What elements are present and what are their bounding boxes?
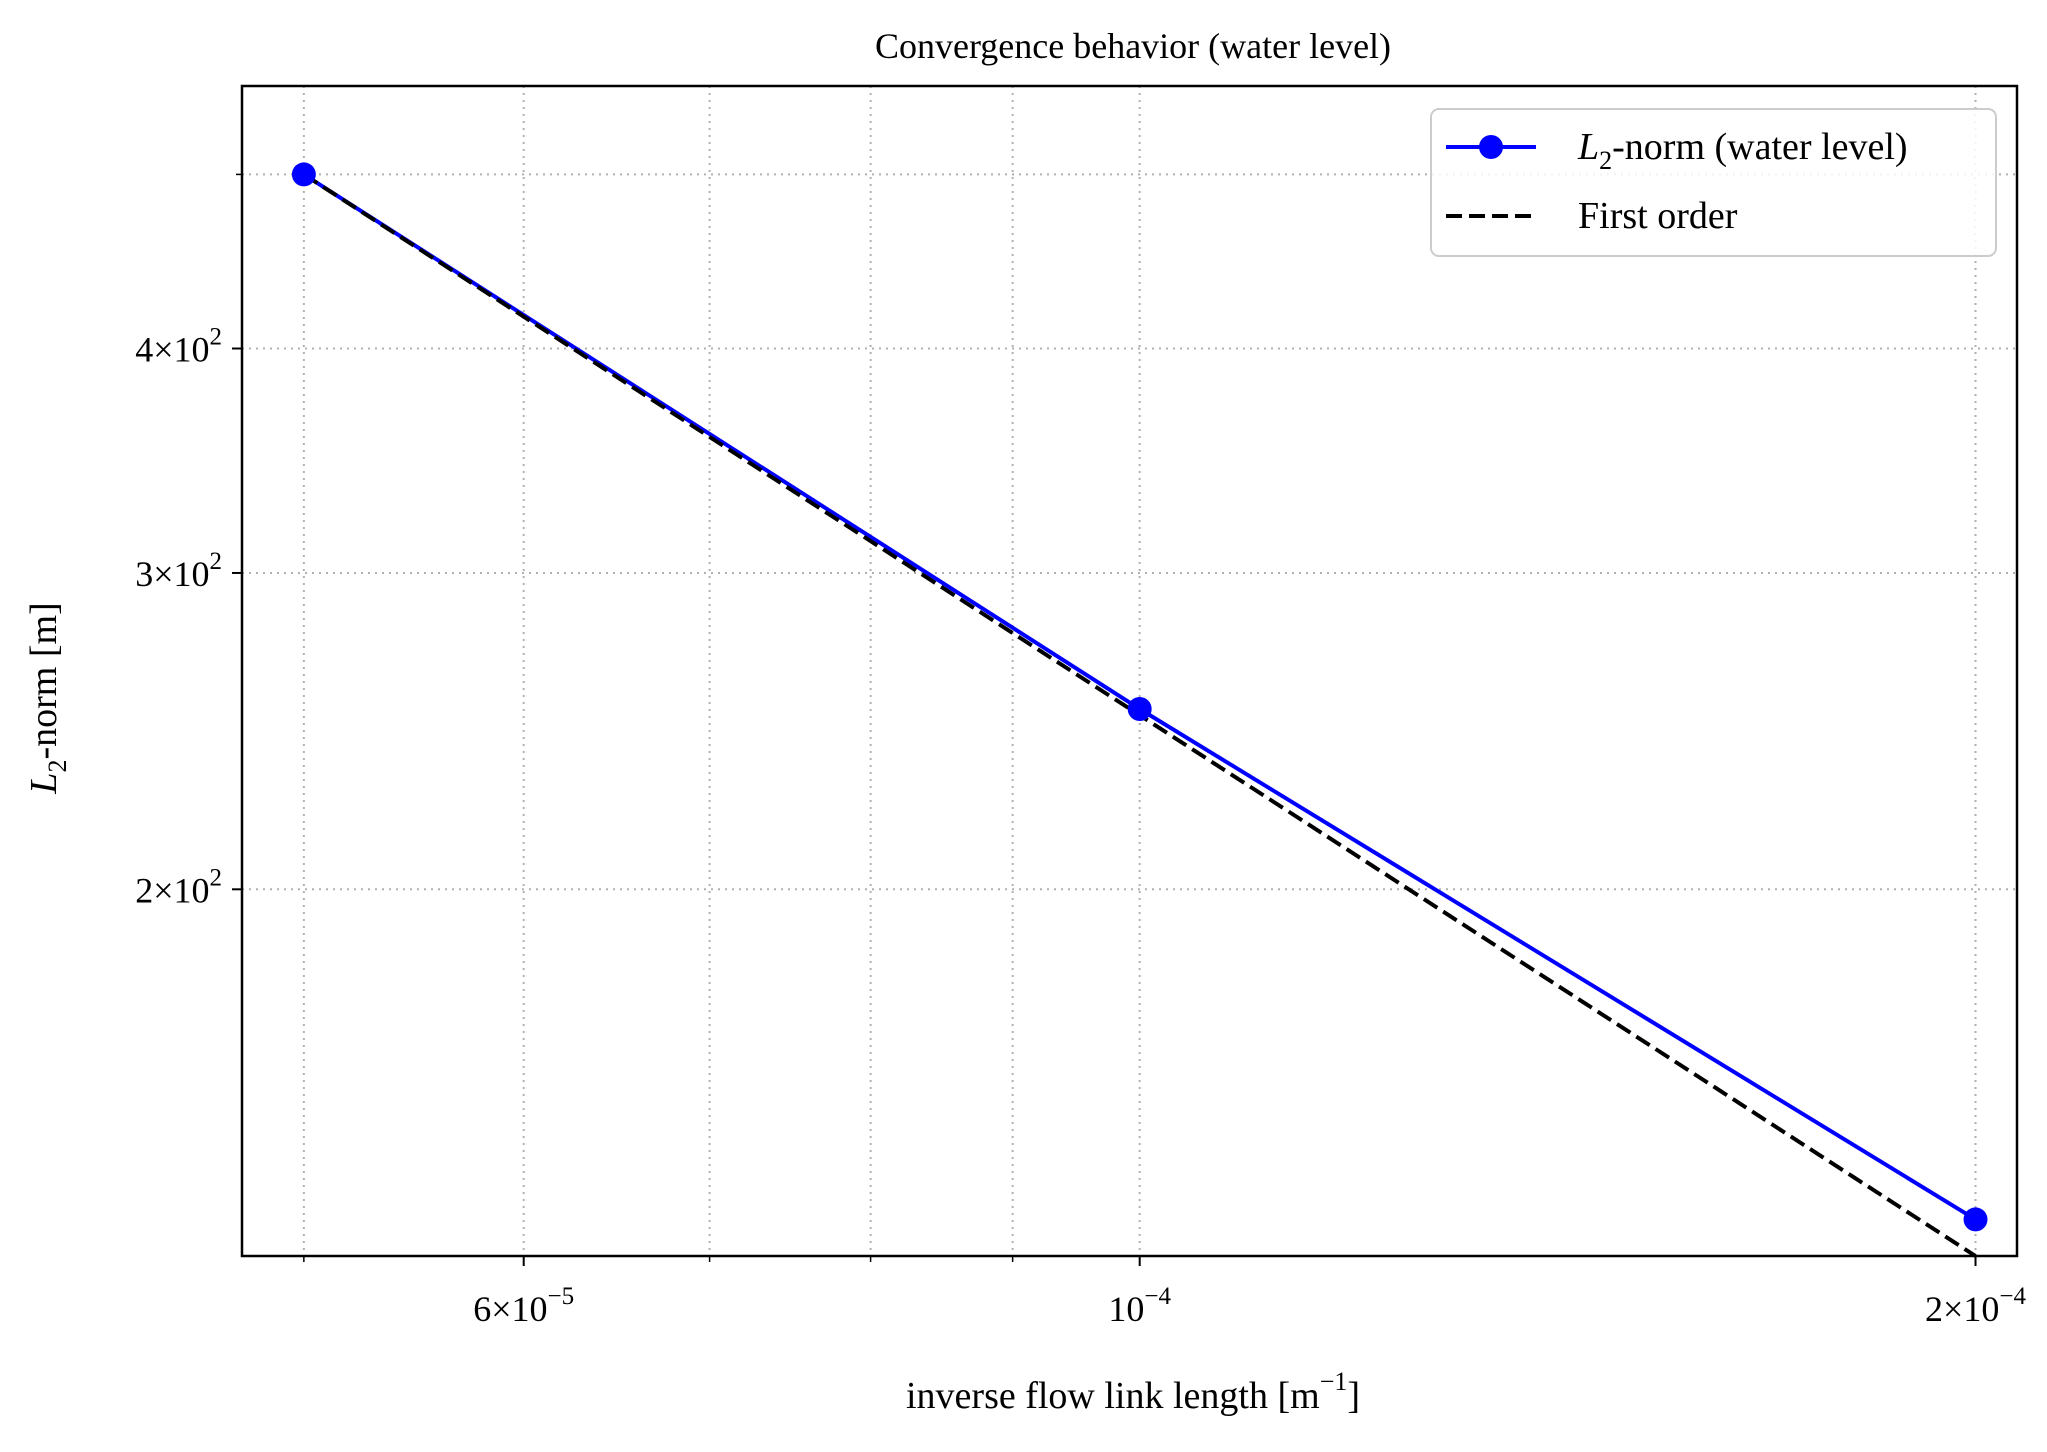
legend-label-l2-rest: -norm (water level) [1612, 126, 1907, 168]
series-marker-0 [1127, 696, 1152, 721]
x-axis-label-exponent: −1 [1320, 1367, 1348, 1396]
y-axis-label-italic: L [23, 773, 65, 795]
y-tick-label: 2×102 [135, 864, 222, 910]
axes [232, 84, 2019, 1266]
y-tick-label-base: 3×10 [135, 554, 209, 594]
y-tick-label-base: 2×10 [135, 870, 209, 910]
x-tick-label-exponent: −5 [548, 1283, 575, 1310]
legend-box [1430, 108, 1997, 257]
legend-label-first-order: First order [1578, 195, 1738, 237]
x-tick-label-base: 10 [1108, 1289, 1144, 1329]
y-tick-label-exponent: 2 [210, 548, 223, 575]
y-tick-label: 3×102 [135, 548, 222, 594]
x-axis-label-end: ] [1347, 1375, 1360, 1417]
legend: L2-norm (water level) First order [1430, 108, 1997, 257]
plot-frame [240, 84, 2019, 1258]
x-tick-label: 2×10−4 [1925, 1283, 2026, 1329]
x-tick-label: 6×10−5 [473, 1283, 574, 1329]
y-tick-label: 4×102 [135, 324, 222, 370]
x-tick-label-base: 6×10 [473, 1289, 547, 1329]
series-layer [291, 162, 1988, 1258]
x-tick-label-exponent: −4 [1999, 1283, 2026, 1310]
legend-label-l2-subscript: 2 [1599, 146, 1612, 175]
x-tick-label-base: 2×10 [1925, 1289, 1999, 1329]
legend-label-l2-italic: L [1577, 126, 1599, 168]
series-marker-0 [1963, 1207, 1988, 1232]
x-tick-label: 10−4 [1108, 1283, 1171, 1329]
x-tick-label-exponent: −4 [1144, 1283, 1171, 1310]
y-tick-label-exponent: 2 [210, 864, 223, 891]
series-marker-0 [291, 162, 316, 187]
legend-marker-l2-norm [1479, 135, 1503, 159]
y-axis-label-subscript: 2 [43, 760, 72, 773]
legend-label-l2-norm: L2-norm (water level) [1577, 126, 1908, 175]
grid [242, 86, 2017, 1256]
y-axis-label-rest: -norm [m] [23, 602, 65, 759]
x-axis-label-main: inverse flow link length [m [906, 1375, 1320, 1417]
x-axis-label: inverse flow link length [m−1] [906, 1367, 1360, 1417]
y-tick-label-exponent: 2 [210, 324, 223, 351]
chart-title: Convergence behavior (water level) [875, 26, 1391, 66]
y-axis-label: L2-norm [m] [23, 602, 72, 794]
y-tick-label-base: 4×10 [135, 330, 209, 370]
